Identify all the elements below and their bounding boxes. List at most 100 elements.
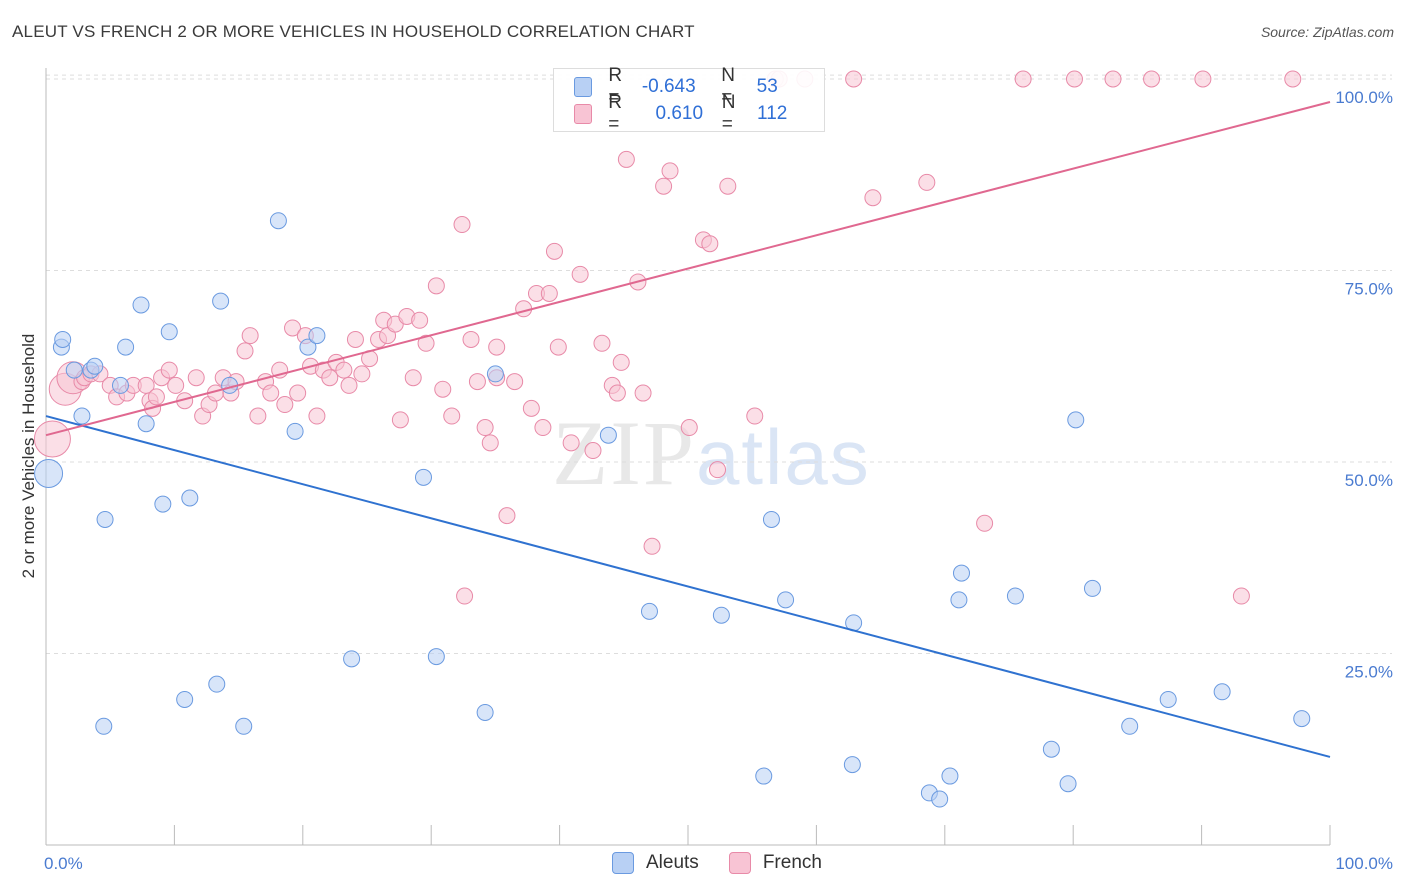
legend-n-label: N = — [721, 65, 735, 108]
series-legend: Aleuts French — [612, 852, 852, 874]
legend-aleut-n: 53 — [756, 76, 778, 97]
french-point — [608, 384, 626, 402]
x-tick-label: 100.0% — [1335, 854, 1393, 873]
legend-french-n: 112 — [757, 103, 788, 124]
aleut-point — [427, 648, 445, 666]
aleut-point — [1213, 683, 1231, 701]
aleut-point — [132, 296, 150, 314]
french-point — [655, 177, 673, 195]
french-point — [160, 361, 178, 379]
french-point — [289, 384, 307, 402]
legend-swatch-aleuts — [612, 852, 634, 874]
aleut-point — [1121, 717, 1139, 735]
french-point — [308, 407, 326, 425]
aleut-point — [777, 591, 795, 609]
legend-swatch-aleut — [574, 77, 593, 97]
aleut-point — [640, 602, 658, 620]
aleut-point — [599, 426, 617, 444]
french-point — [540, 284, 558, 302]
french-point — [534, 419, 552, 437]
aleut-point — [137, 415, 155, 433]
legend-french-r: 0.610 — [655, 103, 704, 124]
french-point — [468, 373, 486, 391]
french-point — [427, 277, 445, 295]
french-point — [1284, 70, 1302, 88]
tick-labels: 25.0% 50.0% 75.0% 100.0% 0.0% 100.0% — [44, 88, 1393, 873]
watermark: ZIPatlas — [552, 400, 871, 506]
french-point — [187, 369, 205, 387]
french-point — [443, 407, 461, 425]
french-point — [1065, 70, 1083, 88]
french-point — [522, 399, 540, 417]
french-point — [506, 373, 524, 391]
french-point — [571, 265, 589, 283]
french-point — [746, 407, 764, 425]
french-point — [33, 420, 71, 458]
legend-swatch-french — [728, 852, 751, 874]
legend-label-aleuts: Aleuts — [646, 852, 699, 873]
french-point — [1232, 587, 1250, 605]
french-point — [476, 419, 494, 437]
aleut-point — [414, 468, 432, 486]
aleut-point — [762, 510, 780, 528]
french-point — [1143, 70, 1161, 88]
french-point — [845, 70, 863, 88]
aleut-point — [952, 564, 970, 582]
legend-item-aleuts[interactable]: Aleuts — [612, 852, 699, 874]
french-point — [346, 330, 364, 348]
french-point — [404, 369, 422, 387]
aleut-point — [73, 407, 91, 425]
french-point — [147, 388, 165, 406]
trend-lines — [45, 101, 1331, 758]
french-point — [284, 319, 302, 337]
aleut-point — [117, 338, 135, 356]
aleut-point — [712, 606, 730, 624]
legend-swatch-french — [574, 104, 593, 124]
aleut-point — [755, 767, 773, 785]
french-point — [617, 150, 635, 168]
french-point — [612, 353, 630, 371]
french-point — [453, 216, 471, 234]
legend-item-french[interactable]: French — [728, 852, 822, 874]
aleut-point — [308, 327, 326, 345]
aleut-trend-line — [45, 415, 1331, 758]
axes — [45, 68, 1331, 846]
x-tick-label: 0.0% — [44, 854, 83, 873]
aleut-point — [65, 361, 83, 379]
legend-aleut-r: -0.643 — [641, 76, 696, 97]
legend-label-french: French — [762, 852, 822, 873]
french-point — [1104, 70, 1122, 88]
french-point — [167, 376, 185, 394]
y-tick-label: 25.0% — [1345, 663, 1393, 682]
y-axis-label: 2 or more Vehicles in Household — [19, 334, 38, 579]
aleut-point — [299, 338, 317, 356]
french-point — [709, 461, 727, 479]
aleut-point — [1059, 775, 1077, 793]
french-point — [434, 380, 452, 398]
y-tick-label: 100.0% — [1335, 88, 1393, 107]
aleut-point — [1293, 710, 1311, 728]
french-point — [417, 334, 435, 352]
aleut-point — [1042, 740, 1060, 758]
aleut-point — [950, 591, 968, 609]
french-point — [488, 338, 506, 356]
french-points — [33, 70, 1302, 605]
aleut-point — [95, 717, 113, 735]
french-point — [481, 434, 499, 452]
source-label: Source: ZipAtlas.com — [1260, 24, 1394, 40]
chart-title: ALEUT VS FRENCH 2 OR MORE VEHICLES IN HO… — [12, 22, 695, 41]
french-point — [262, 384, 280, 402]
french-point — [680, 419, 698, 437]
aleut-point — [476, 703, 494, 721]
french-point — [249, 407, 267, 425]
y-tick-label: 50.0% — [1345, 471, 1393, 490]
french-point — [719, 177, 737, 195]
french-point — [391, 411, 409, 429]
french-point — [918, 173, 936, 191]
aleut-point — [34, 458, 64, 488]
french-point — [864, 189, 882, 207]
aleut-point — [931, 790, 949, 808]
aleut-point — [154, 495, 172, 513]
aleut-point — [160, 323, 178, 341]
